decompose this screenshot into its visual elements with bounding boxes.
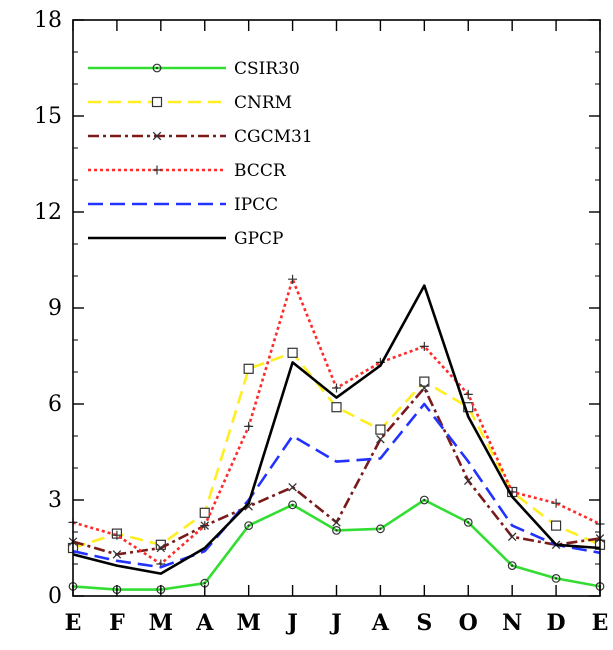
ytick-label: 18 (34, 8, 62, 33)
point-csir30 (376, 524, 385, 534)
xtick-label: J (329, 610, 341, 636)
point-csir30-center (379, 527, 382, 530)
point-csir30-center (423, 498, 426, 502)
legend-label-gpcp: GPCP (234, 229, 283, 249)
point-csir30 (463, 518, 473, 527)
point-cnrm (287, 347, 298, 358)
xtick-label: M (236, 610, 260, 636)
ytick-label: 15 (34, 104, 62, 129)
xtick-label: A (195, 610, 214, 636)
point-cgcm31 (463, 476, 473, 486)
xtick-label: F (109, 610, 125, 636)
series-ipcc (72, 402, 601, 569)
point-csir30-center (203, 582, 206, 585)
ytick-label: 6 (48, 392, 62, 417)
ytick-label: 3 (48, 488, 62, 513)
legend-entry-cnrm: CNRM (88, 93, 292, 113)
point-cnrm (419, 376, 430, 387)
xtick-label: O (459, 610, 478, 636)
series-line-ipcc (72, 402, 601, 569)
point-csir30 (288, 500, 297, 510)
point-csir30-center (511, 564, 514, 567)
xtick-label: M (149, 610, 173, 636)
point-bccr (288, 274, 298, 284)
point-csir30 (507, 561, 517, 570)
ytick-label: 0 (48, 584, 62, 609)
legend-entry-cgcm31: CGCM31 (88, 127, 313, 147)
legend-marker-cnrm (151, 96, 163, 108)
point-csir30-center (247, 524, 250, 527)
series-gpcp (72, 284, 601, 575)
point-cgcm31 (288, 482, 297, 492)
xtick-label: E (592, 610, 609, 636)
point-csir30-center (467, 521, 470, 524)
xtick-label: N (502, 610, 522, 636)
point-cnrm (375, 424, 386, 435)
point-cgcm31 (156, 543, 166, 553)
point-bccr (551, 498, 561, 508)
legend-label-bccr: BCCR (234, 161, 287, 181)
series-line-cnrm (72, 351, 601, 550)
legend-label-ipcc: IPCC (234, 195, 278, 215)
legend-label-csir30: CSIR30 (234, 59, 300, 79)
ytick-label: 9 (48, 296, 62, 321)
point-cnrm (331, 402, 342, 413)
point-cnrm (550, 520, 562, 531)
point-bccr (463, 389, 473, 399)
series-bccr (68, 274, 605, 569)
legend-marker-csir30 (152, 63, 162, 73)
xtick-label: D (547, 610, 566, 636)
point-cgcm31 (507, 532, 517, 542)
point-cnrm (243, 363, 254, 374)
series-layer (67, 274, 606, 594)
legend-label-cgcm31: CGCM31 (234, 127, 313, 147)
legend-entry-gpcp: GPCP (88, 229, 283, 249)
point-csir30 (244, 521, 254, 530)
ytick-label: 12 (34, 200, 62, 225)
point-csir30-center (554, 577, 558, 580)
series-line-gpcp (72, 284, 601, 575)
point-cgcm31 (332, 518, 341, 527)
point-cgcm31 (112, 550, 122, 559)
point-cgcm31 (420, 383, 429, 393)
legend-entry-bccr: BCCR (88, 161, 287, 181)
xtick-label: J (285, 610, 297, 636)
legend-marker-csir30-center (155, 66, 159, 70)
legend-label-cnrm: CNRM (234, 93, 292, 113)
xtick-label: S (416, 610, 432, 636)
point-cnrm (199, 507, 210, 518)
xtick-label: E (65, 610, 82, 636)
point-bccr (112, 530, 122, 540)
point-bccr (200, 521, 210, 531)
point-bccr (244, 421, 254, 431)
point-csir30 (419, 495, 429, 505)
point-csir30-center (335, 529, 338, 532)
xtick-label: A (371, 610, 390, 636)
legend-entry-csir30: CSIR30 (88, 59, 300, 79)
series-line-csir30 (72, 498, 601, 591)
point-csir30 (551, 574, 561, 583)
legend: CSIR30 CNRM CGCM31 BCCR IPCC GPCP (88, 59, 313, 249)
legend-marker-cgcm31 (152, 131, 162, 141)
point-bccr (332, 383, 341, 393)
point-cgcm31 (376, 434, 385, 444)
legend-entry-ipcc: IPCC (88, 195, 278, 215)
point-bccr (419, 341, 429, 351)
legend-marker-bccr (152, 165, 162, 175)
point-csir30-center (291, 503, 294, 506)
point-csir30 (332, 526, 341, 535)
